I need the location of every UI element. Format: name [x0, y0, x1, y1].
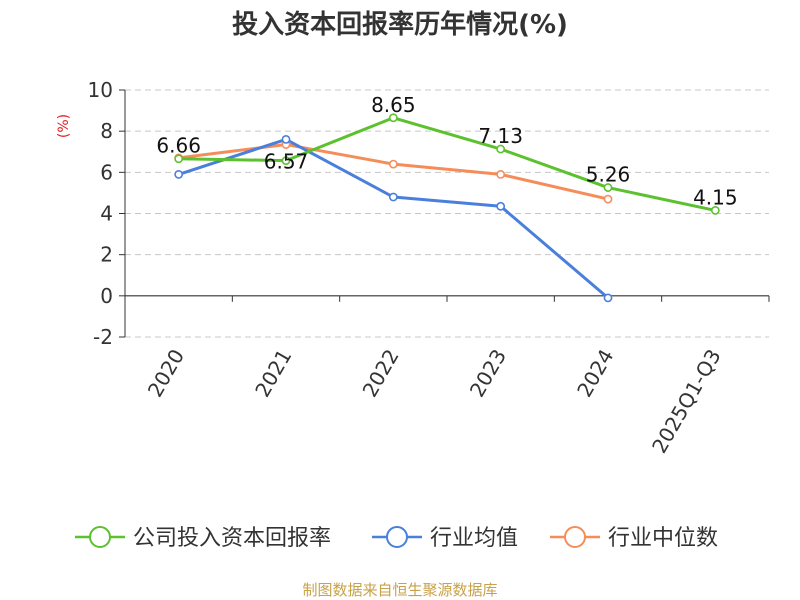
legend-swatch-marker — [386, 526, 408, 548]
data-point — [281, 156, 291, 166]
x-tick-label: 2021 — [250, 345, 296, 401]
y-tick-label: 6 — [100, 160, 113, 184]
y-tick-label: -2 — [93, 325, 113, 349]
data-point — [496, 169, 506, 179]
legend-label: 公司投入资本回报率 — [133, 526, 331, 551]
data-label: 6.57 — [264, 150, 309, 174]
legend-swatch-marker — [564, 526, 586, 548]
chart-title: 投入资本回报率历年情况(%) — [232, 9, 568, 40]
data-point — [388, 159, 398, 169]
y-tick-label: 2 — [100, 243, 113, 267]
x-tick-labels: 2020 2021 2022 2023 2024 2025Q1-Q3 — [143, 345, 726, 457]
data-point — [496, 201, 506, 211]
grid-lines — [125, 89, 769, 338]
data-label: 5.26 — [586, 163, 631, 187]
series-lines — [178, 116, 716, 300]
data-label: 4.15 — [693, 185, 738, 209]
data-point — [281, 134, 291, 144]
x-tick-label: 2022 — [357, 345, 403, 401]
y-tick-labels: -2 0 2 4 6 8 10 — [88, 78, 113, 349]
data-point — [388, 113, 398, 123]
legend: 公司投入资本回报率 行业均值 行业中位数 — [75, 526, 718, 551]
axes — [119, 89, 770, 338]
data-label: 8.65 — [371, 93, 416, 117]
data-label: 6.66 — [156, 134, 201, 158]
series-points — [174, 113, 720, 303]
y-tick-label: 8 — [100, 119, 113, 143]
data-point — [174, 169, 184, 179]
data-label: 7.13 — [478, 124, 523, 148]
y-tick-label: 0 — [100, 284, 113, 308]
legend-swatch-marker — [89, 526, 111, 548]
series-line-0 — [178, 116, 716, 212]
data-point — [603, 194, 613, 204]
data-point — [174, 154, 184, 164]
y-tick-label: 10 — [88, 78, 113, 102]
x-tick-label: 2024 — [572, 345, 618, 401]
y-axis-label: (%) — [56, 114, 72, 138]
data-point — [603, 183, 613, 192]
x-tick-label: 2023 — [465, 345, 511, 401]
data-labels: 6.66 6.57 8.65 7.13 5.26 4.15 — [156, 93, 737, 210]
legend-label: 行业中位数 — [608, 526, 718, 551]
y-tick-label: 4 — [100, 202, 113, 226]
source-note: 制图数据来自恒生聚源数据库 — [302, 581, 497, 599]
data-point — [388, 192, 398, 202]
data-point — [603, 293, 613, 303]
x-tick-label: 2020 — [143, 345, 189, 401]
legend-label: 行业均值 — [430, 526, 518, 551]
x-tick-label: 2025Q1-Q3 — [647, 345, 726, 457]
data-point — [496, 144, 506, 154]
data-point — [710, 206, 720, 215]
